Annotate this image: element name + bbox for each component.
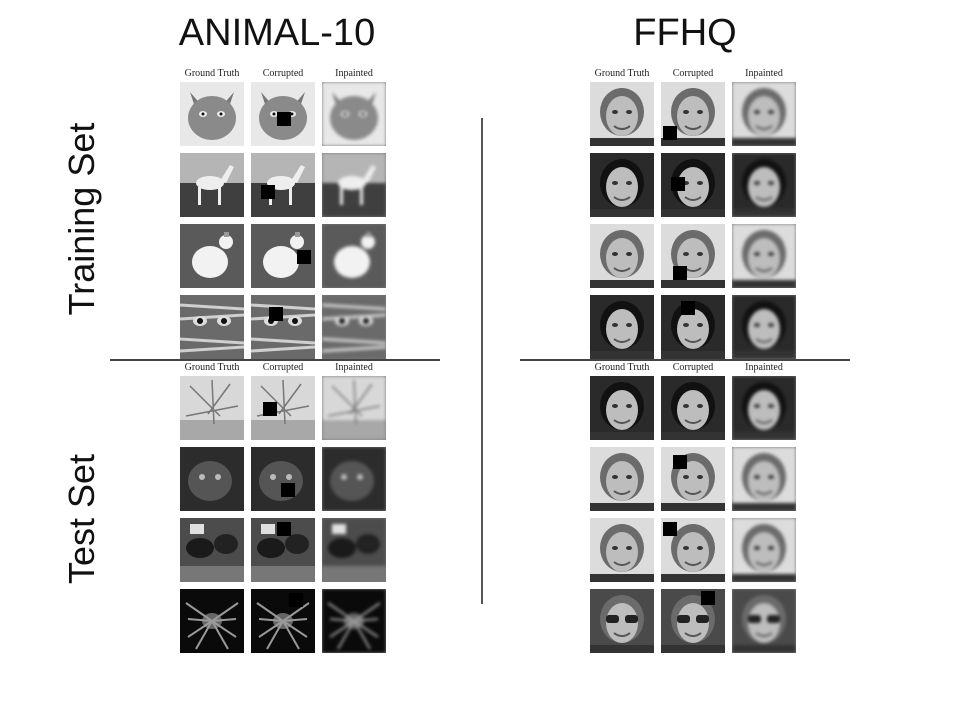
animal-train-cat-inpainted-image <box>322 82 386 146</box>
ffhq-train-young-man-corrupted-image <box>661 153 725 217</box>
ffhq-test-long-hair-woman-corrupted-image <box>661 376 725 440</box>
corruption-mask <box>277 522 291 536</box>
ffhq-test-blonde-girl-corrupted-image <box>661 518 725 582</box>
animal-test-dark-cat-corrupted-image <box>251 447 315 511</box>
animal-train-cat-corrupted-image <box>251 82 315 146</box>
ffhq-test-long-hair-woman-inpainted-image <box>732 376 796 440</box>
ffhq-train-child-ground-truth-image <box>590 224 654 288</box>
ffhq-train-smiling-woman-inpainted-image <box>732 295 796 359</box>
ffhq-train-child-inpainted-image <box>732 224 796 288</box>
ffhq-test-cosplay-girl-ground-truth-image <box>590 447 654 511</box>
animal-test-cattle-ground-truth-image <box>180 518 244 582</box>
ffhq-train-woman-flower-ground-truth-image <box>590 82 654 146</box>
corruption-mask <box>277 112 291 126</box>
animal-test-col-label-2: Inpainted <box>335 362 373 373</box>
ffhq-test-blonde-girl-ground-truth-image <box>590 518 654 582</box>
animal-test-dark-cat-inpainted-image <box>322 447 386 511</box>
ffhq-test-col-label-0: Ground Truth <box>594 362 650 373</box>
animal-test-tarantula-inpainted-image <box>322 589 386 653</box>
ffhq-test-sunglasses-woman-corrupted-image <box>661 589 725 653</box>
animal-test-cattle-corrupted-image <box>251 518 315 582</box>
animal-train-rooster-inpainted-image <box>322 224 386 288</box>
ffhq-test-long-hair-woman-ground-truth-image <box>590 376 654 440</box>
animal-train-col-label-0: Ground Truth <box>184 68 240 79</box>
animal-train-horse-corrupted-image <box>251 153 315 217</box>
animal-train-tabby-cat-ground-truth-image <box>180 295 244 359</box>
animal-test-tarantula-corrupted-image <box>251 589 315 653</box>
corruption-mask <box>663 126 677 140</box>
corruption-mask <box>663 522 677 536</box>
ffhq-train-col-label-1: Corrupted <box>672 68 714 79</box>
animal-test-spider-web-ground-truth-image <box>180 376 244 440</box>
corruption-mask <box>671 177 685 191</box>
divider-vertical <box>481 118 483 604</box>
ffhq-test-sunglasses-woman-ground-truth-image <box>590 589 654 653</box>
ffhq-train-woman-flower-inpainted-image <box>732 82 796 146</box>
ffhq-train-col-label-0: Ground Truth <box>594 68 650 79</box>
corruption-mask <box>289 593 303 607</box>
ffhq-test-cosplay-girl-inpainted-image <box>732 447 796 511</box>
ffhq-test-cosplay-girl-corrupted-image <box>661 447 725 511</box>
corruption-mask <box>681 301 695 315</box>
ffhq-train-child-corrupted-image <box>661 224 725 288</box>
ffhq-test-sunglasses-woman-inpainted-image <box>732 589 796 653</box>
ffhq-test-col-label-1: Corrupted <box>672 362 714 373</box>
animal-train-tabby-cat-corrupted-image <box>251 295 315 359</box>
corruption-mask <box>281 483 295 497</box>
divider-right <box>520 359 850 361</box>
ffhq-train-col-label-2: Inpainted <box>745 68 783 79</box>
animal-test-spider-web-corrupted-image <box>251 376 315 440</box>
ffhq-test-col-label-2: Inpainted <box>745 362 783 373</box>
ffhq-test-blonde-girl-inpainted-image <box>732 518 796 582</box>
animal-test-dark-cat-ground-truth-image <box>180 447 244 511</box>
animal-train-horse-ground-truth-image <box>180 153 244 217</box>
ffhq-train-woman-flower-corrupted-image <box>661 82 725 146</box>
label-training-set: Training Set <box>61 122 102 316</box>
label-test-set: Test Set <box>61 453 102 585</box>
corruption-mask <box>297 250 311 264</box>
animal-train-tabby-cat-inpainted-image <box>322 295 386 359</box>
animal-test-cattle-inpainted-image <box>322 518 386 582</box>
animal-test-col-label-1: Corrupted <box>262 362 304 373</box>
animal-train-col-label-2: Inpainted <box>335 68 373 79</box>
animal-train-horse-inpainted-image <box>322 153 386 217</box>
ffhq-train-smiling-woman-corrupted-image <box>661 295 725 359</box>
corruption-mask <box>263 402 277 416</box>
ffhq-train-young-man-inpainted-image <box>732 153 796 217</box>
corruption-mask <box>261 185 275 199</box>
corruption-mask <box>269 307 283 321</box>
corruption-mask <box>673 455 687 469</box>
animal-train-rooster-ground-truth-image <box>180 224 244 288</box>
animal-test-tarantula-ground-truth-image <box>180 589 244 653</box>
divider-left <box>110 359 440 361</box>
animal-test-col-label-0: Ground Truth <box>184 362 240 373</box>
ffhq-train-smiling-woman-ground-truth-image <box>590 295 654 359</box>
animal-train-rooster-corrupted-image <box>251 224 315 288</box>
corruption-mask <box>701 591 715 605</box>
corruption-mask <box>673 266 687 280</box>
title-ffhq: FFHQ <box>633 12 737 54</box>
animal-train-col-label-1: Corrupted <box>262 68 304 79</box>
title-animal-10: ANIMAL-10 <box>178 12 376 54</box>
animal-test-spider-web-inpainted-image <box>322 376 386 440</box>
animal-train-cat-ground-truth-image <box>180 82 244 146</box>
ffhq-train-young-man-ground-truth-image <box>590 153 654 217</box>
